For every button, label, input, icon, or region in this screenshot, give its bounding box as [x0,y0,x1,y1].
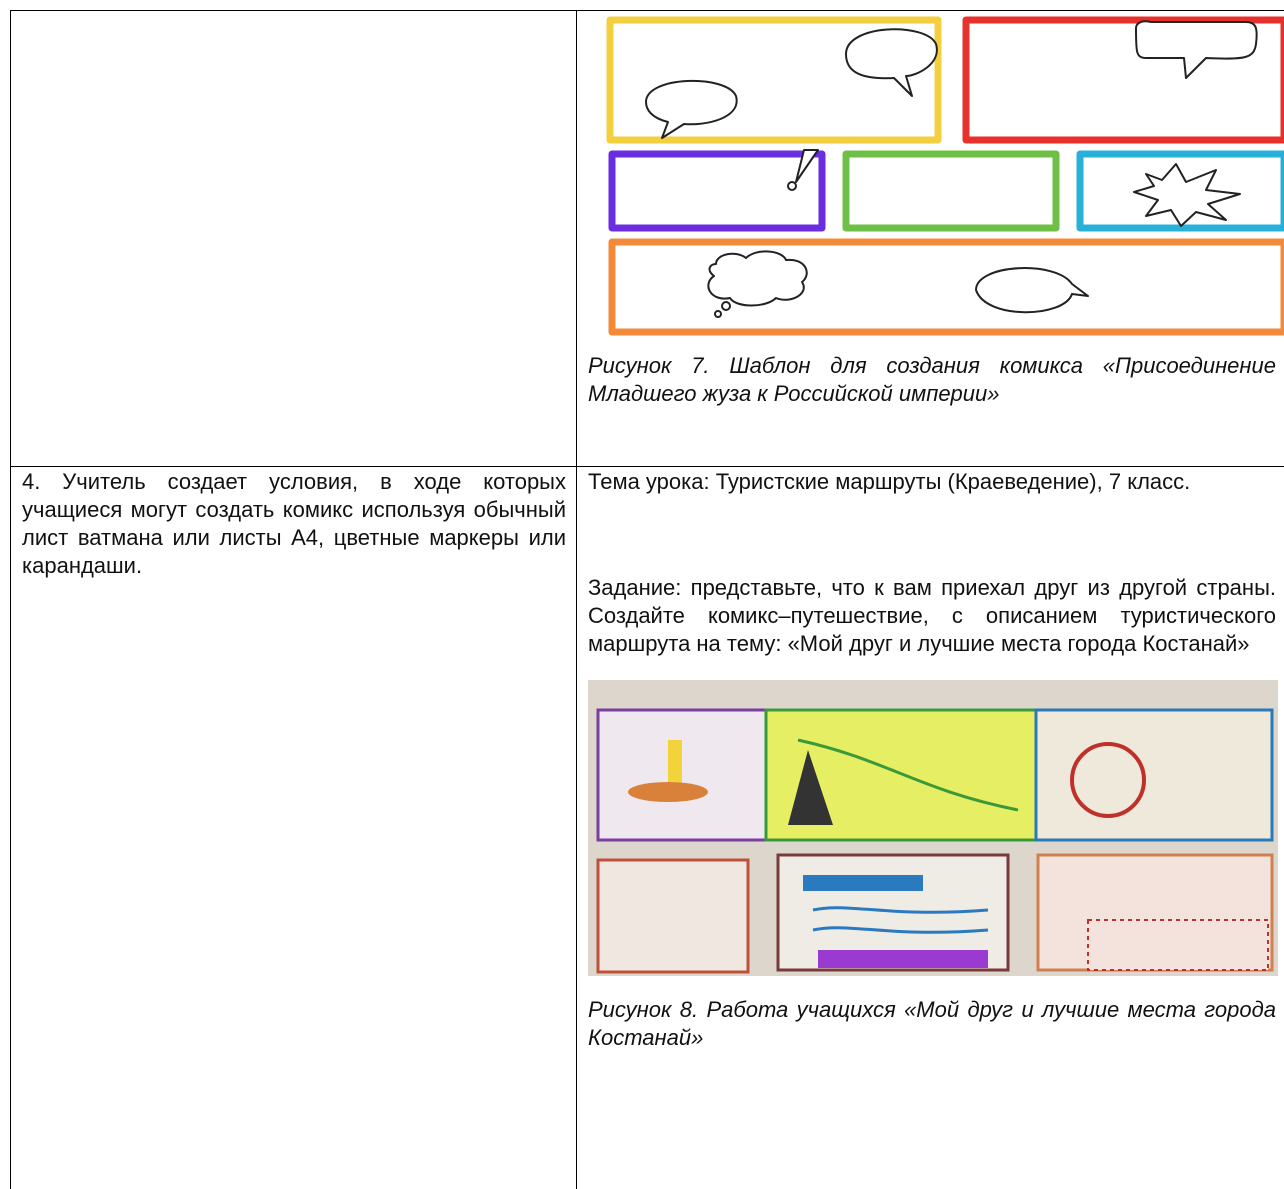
student-work-photo [588,680,1278,976]
border-top [10,10,1284,11]
left-text: 4. Учитель создает условия, в ходе котор… [22,469,566,578]
paragraph: Тема урока: Туристские маршруты (Краевед… [588,469,1191,494]
comic-template [606,16,1284,336]
figure-caption: Рисунок 7. Шаблон для создания комикса «… [588,353,1276,406]
border-mid [576,10,577,1189]
paragraph: Задание: представьте, что к вам приехал … [588,575,1276,656]
border-left [10,10,11,1189]
figure-caption: Рисунок 8. Работа учащихся «Мой друг и л… [588,997,1276,1050]
border-row [10,466,1284,467]
